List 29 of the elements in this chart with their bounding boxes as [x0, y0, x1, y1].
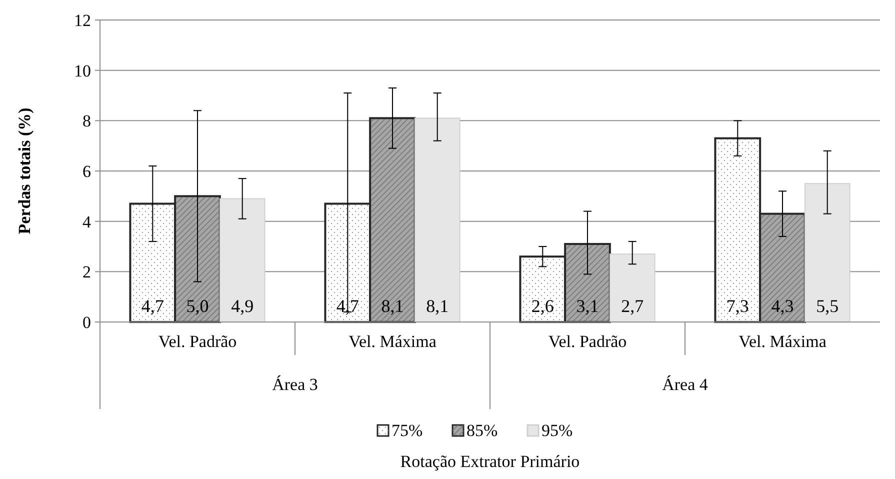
data-label: 8,1 [426, 296, 449, 316]
y-tick-label: 4 [82, 212, 92, 232]
y-tick-label: 2 [82, 262, 91, 282]
y-axis-title: Perdas totais (%) [15, 108, 34, 234]
data-label: 7,3 [726, 296, 749, 316]
text: Área 4 [662, 375, 708, 394]
y-tick-label: 8 [82, 112, 91, 131]
y-tick-label: 6 [82, 162, 91, 181]
data-label: 3,1 [576, 296, 599, 316]
y-tick-label: 10 [74, 61, 91, 80]
legend-title: Rotação Extrator Primário [400, 452, 580, 471]
legend-label: 75% [392, 421, 423, 440]
y-tick-label: 0 [82, 312, 91, 332]
data-label: 8,1 [381, 296, 404, 316]
y-tick-label: 12 [74, 10, 91, 30]
x-tick-label: Vel. Máxima [348, 332, 437, 351]
data-label: 4,3 [771, 296, 794, 316]
data-label: 5,5 [816, 296, 839, 316]
text: Área 3 [272, 375, 318, 394]
x-tick-label: Vel. Padrão [158, 332, 237, 351]
x-tick-label: Vel. Máxima [738, 332, 827, 351]
x-tick-label: Vel. Padrão [548, 332, 627, 351]
data-label: 5,0 [186, 296, 209, 316]
data-label: 2,6 [531, 296, 554, 316]
data-label: 2,7 [621, 296, 644, 316]
data-label: 4,9 [231, 296, 254, 316]
legend-label: 95% [542, 421, 573, 440]
data-label: 4,7 [141, 296, 164, 316]
legend-label: 85% [466, 421, 498, 440]
